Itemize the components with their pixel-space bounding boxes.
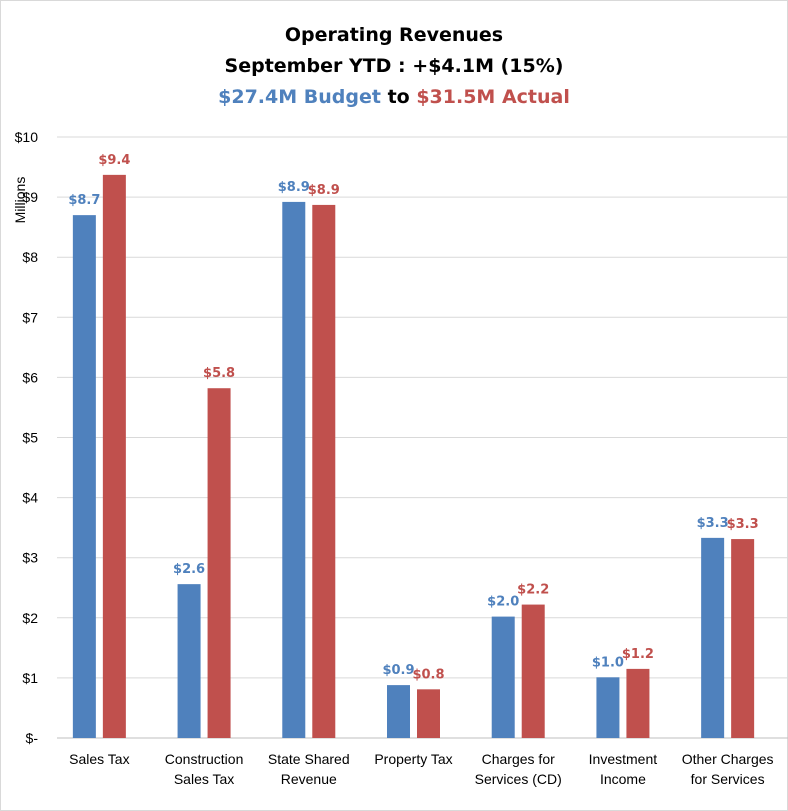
bar-actual [207,388,231,738]
y-tick-label: $3 [22,550,38,566]
bar-budget [596,677,620,738]
chart-title: Operating Revenues [284,24,504,46]
bar-budget [491,616,515,738]
data-label-budget: $8.7 [68,193,100,208]
y-tick-label: $- [26,730,39,746]
x-category-label: Sales Tax [69,751,129,767]
y-tick-label: $8 [22,249,38,265]
bar-actual [626,668,650,738]
y-tick-label: $6 [22,369,38,385]
bar-actual [521,604,545,738]
y-tick-label: $9 [22,189,38,205]
bar-budget [282,201,306,738]
data-label-actual: $5.8 [203,366,235,381]
bar-actual [417,689,440,738]
y-tick-label: $5 [22,430,38,446]
x-category-label: Property Tax [374,751,452,767]
data-label-budget: $1.0 [592,655,624,670]
bar-budget [701,537,725,738]
bar-actual [102,174,126,738]
comparison-joiner: to [380,86,417,108]
x-category-label: Investment Income [589,751,658,787]
data-label-actual: $0.8 [412,667,444,682]
y-tick-label: $10 [15,129,39,145]
data-label-actual: $9.4 [98,153,130,168]
data-label-budget: $8.9 [278,180,310,195]
bar-actual [312,204,336,739]
x-category-label: Charges for Services (CD) [475,751,562,787]
y-tick-label: $1 [22,670,38,686]
x-category-label: Construction Sales Tax [165,751,244,787]
data-label-actual: $2.2 [517,583,549,598]
y-tick-label: $7 [22,309,38,325]
data-label-budget: $2.6 [173,562,205,577]
x-category-label: Other Charges for Services [682,751,774,787]
bar-budget [387,685,410,738]
data-label-budget: $2.0 [487,595,519,610]
data-label-budget: $3.3 [697,516,729,531]
bar-budget [177,584,201,738]
data-label-budget: $0.9 [382,663,414,678]
data-label-actual: $1.2 [622,647,654,662]
bar-actual [731,539,755,738]
data-label-actual: $8.9 [308,183,340,198]
chart-subtitle: September YTD : +$4.1M (15%) [224,55,564,77]
data-label-actual: $3.3 [727,517,759,532]
bar-budget [72,215,96,738]
chart-subtitle-comparison: $27.4M Budget to $31.5M Actual [0,86,788,108]
y-tick-label: $2 [22,610,38,626]
x-category-label: State Shared Revenue [268,751,350,787]
actual-total-text: $31.5M Actual [416,86,570,108]
y-axis-title: Millions [12,177,28,224]
budget-total-text: $27.4M Budget [218,86,381,108]
y-tick-label: $4 [22,490,38,506]
